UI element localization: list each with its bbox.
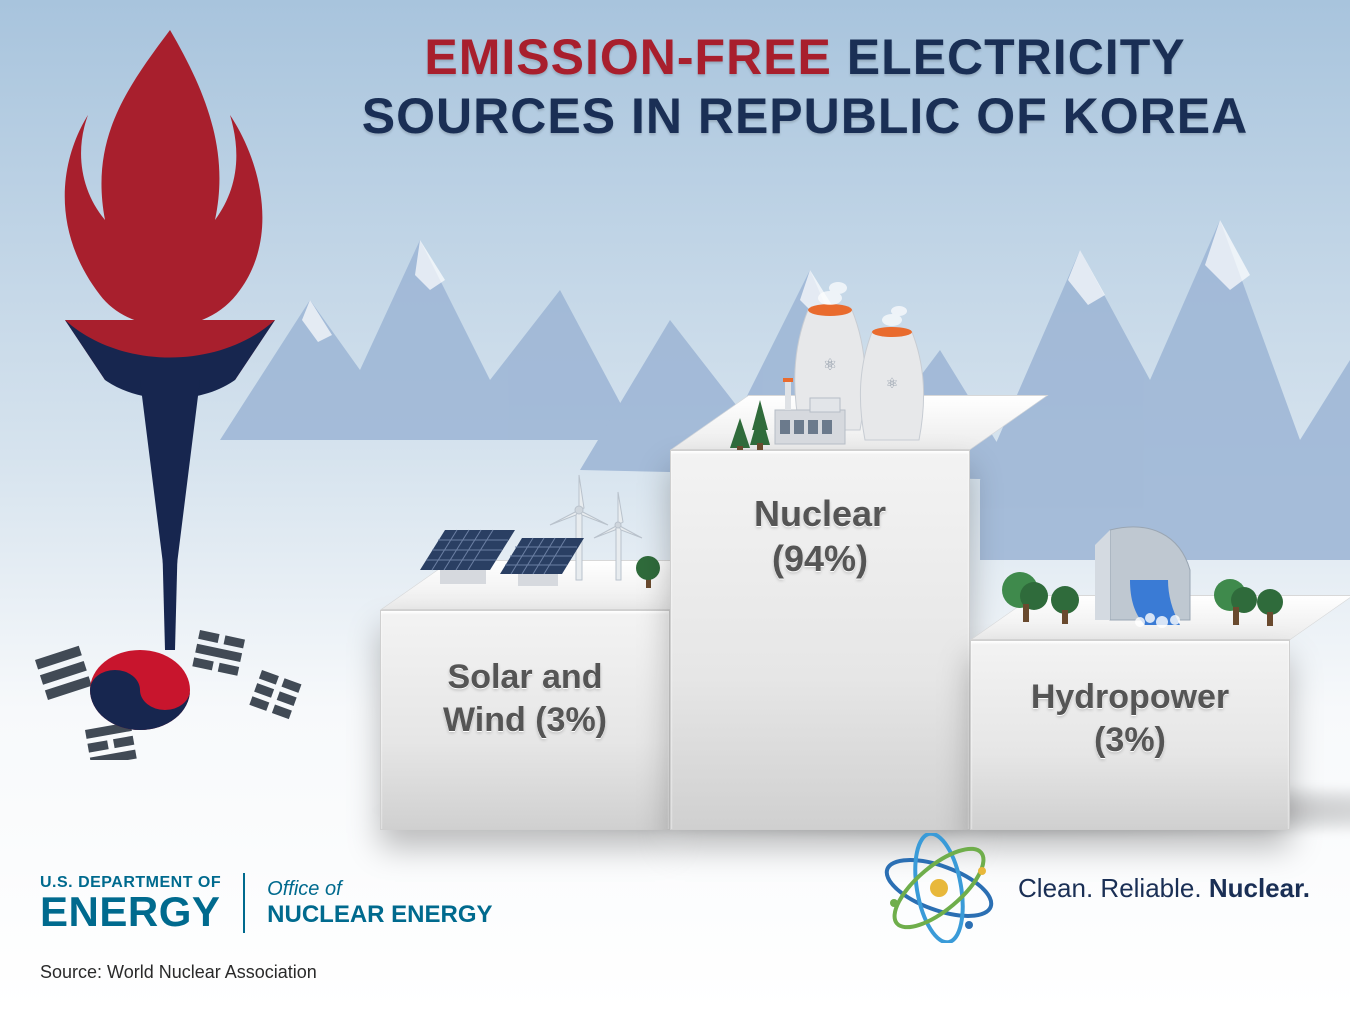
doe-dept-line2: ENERGY [40,892,221,932]
atom-icon [874,833,1004,943]
podium-label-hydro: Hydropower (3%) [971,676,1289,761]
footer: U.S. DEPARTMENT OF ENERGY Office of NUCL… [40,833,1310,983]
label-solar-line1: Solar and [448,658,603,696]
doe-divider [243,873,245,933]
nuclear-plant-icon: ⚛ ⚛ [680,270,980,450]
title-navy-1: ELECTRICITY [847,29,1186,85]
doe-logo: U.S. DEPARTMENT OF ENERGY Office of NUCL… [40,873,493,933]
label-nuclear-line1: Nuclear [754,493,886,534]
tag-word2: Reliable. [1100,873,1201,903]
tag-word1: Clean. [1018,873,1093,903]
podium-block-nuclear: Nuclear (94%) [670,450,970,830]
podium-label-nuclear: Nuclear (94%) [671,491,969,581]
label-hydro-line2: (3%) [1094,721,1166,759]
title-red: EMISSION-FREE [424,29,831,85]
page-title: EMISSION-FREE ELECTRICITY SOURCES IN REP… [300,28,1310,146]
podium-block-solar-wind: Solar and Wind (3%) [380,610,670,830]
label-solar-line2: Wind (3%) [443,701,607,739]
label-hydro-line1: Hydropower [1031,678,1229,716]
hydropower-icon [980,490,1300,640]
doe-right: Office of NUCLEAR ENERGY [267,878,492,929]
doe-office-line2: NUCLEAR ENERGY [267,901,492,929]
podium-label-solar-wind: Solar and Wind (3%) [381,656,669,741]
source-text: Source: World Nuclear Association [40,962,317,983]
tagline: Clean. Reliable. Nuclear. [874,833,1310,943]
podium: Solar and Wind (3%) [380,400,1310,830]
title-line-2: SOURCES IN REPUBLIC OF KOREA [362,88,1248,144]
tag-word3: Nuclear. [1209,873,1310,903]
label-nuclear-line2: (94%) [772,538,868,579]
doe-left: U.S. DEPARTMENT OF ENERGY [40,874,221,932]
infographic-canvas: EMISSION-FREE ELECTRICITY SOURCES IN REP… [0,0,1350,1013]
svg-text:⚛: ⚛ [823,357,837,374]
torch-icon [30,20,310,760]
solar-wind-icon [390,470,670,610]
svg-text:⚛: ⚛ [886,375,899,391]
podium-block-hydro: Hydropower (3%) [970,640,1290,830]
doe-office-line1: Office of [267,878,492,901]
tagline-text: Clean. Reliable. Nuclear. [1018,873,1310,904]
